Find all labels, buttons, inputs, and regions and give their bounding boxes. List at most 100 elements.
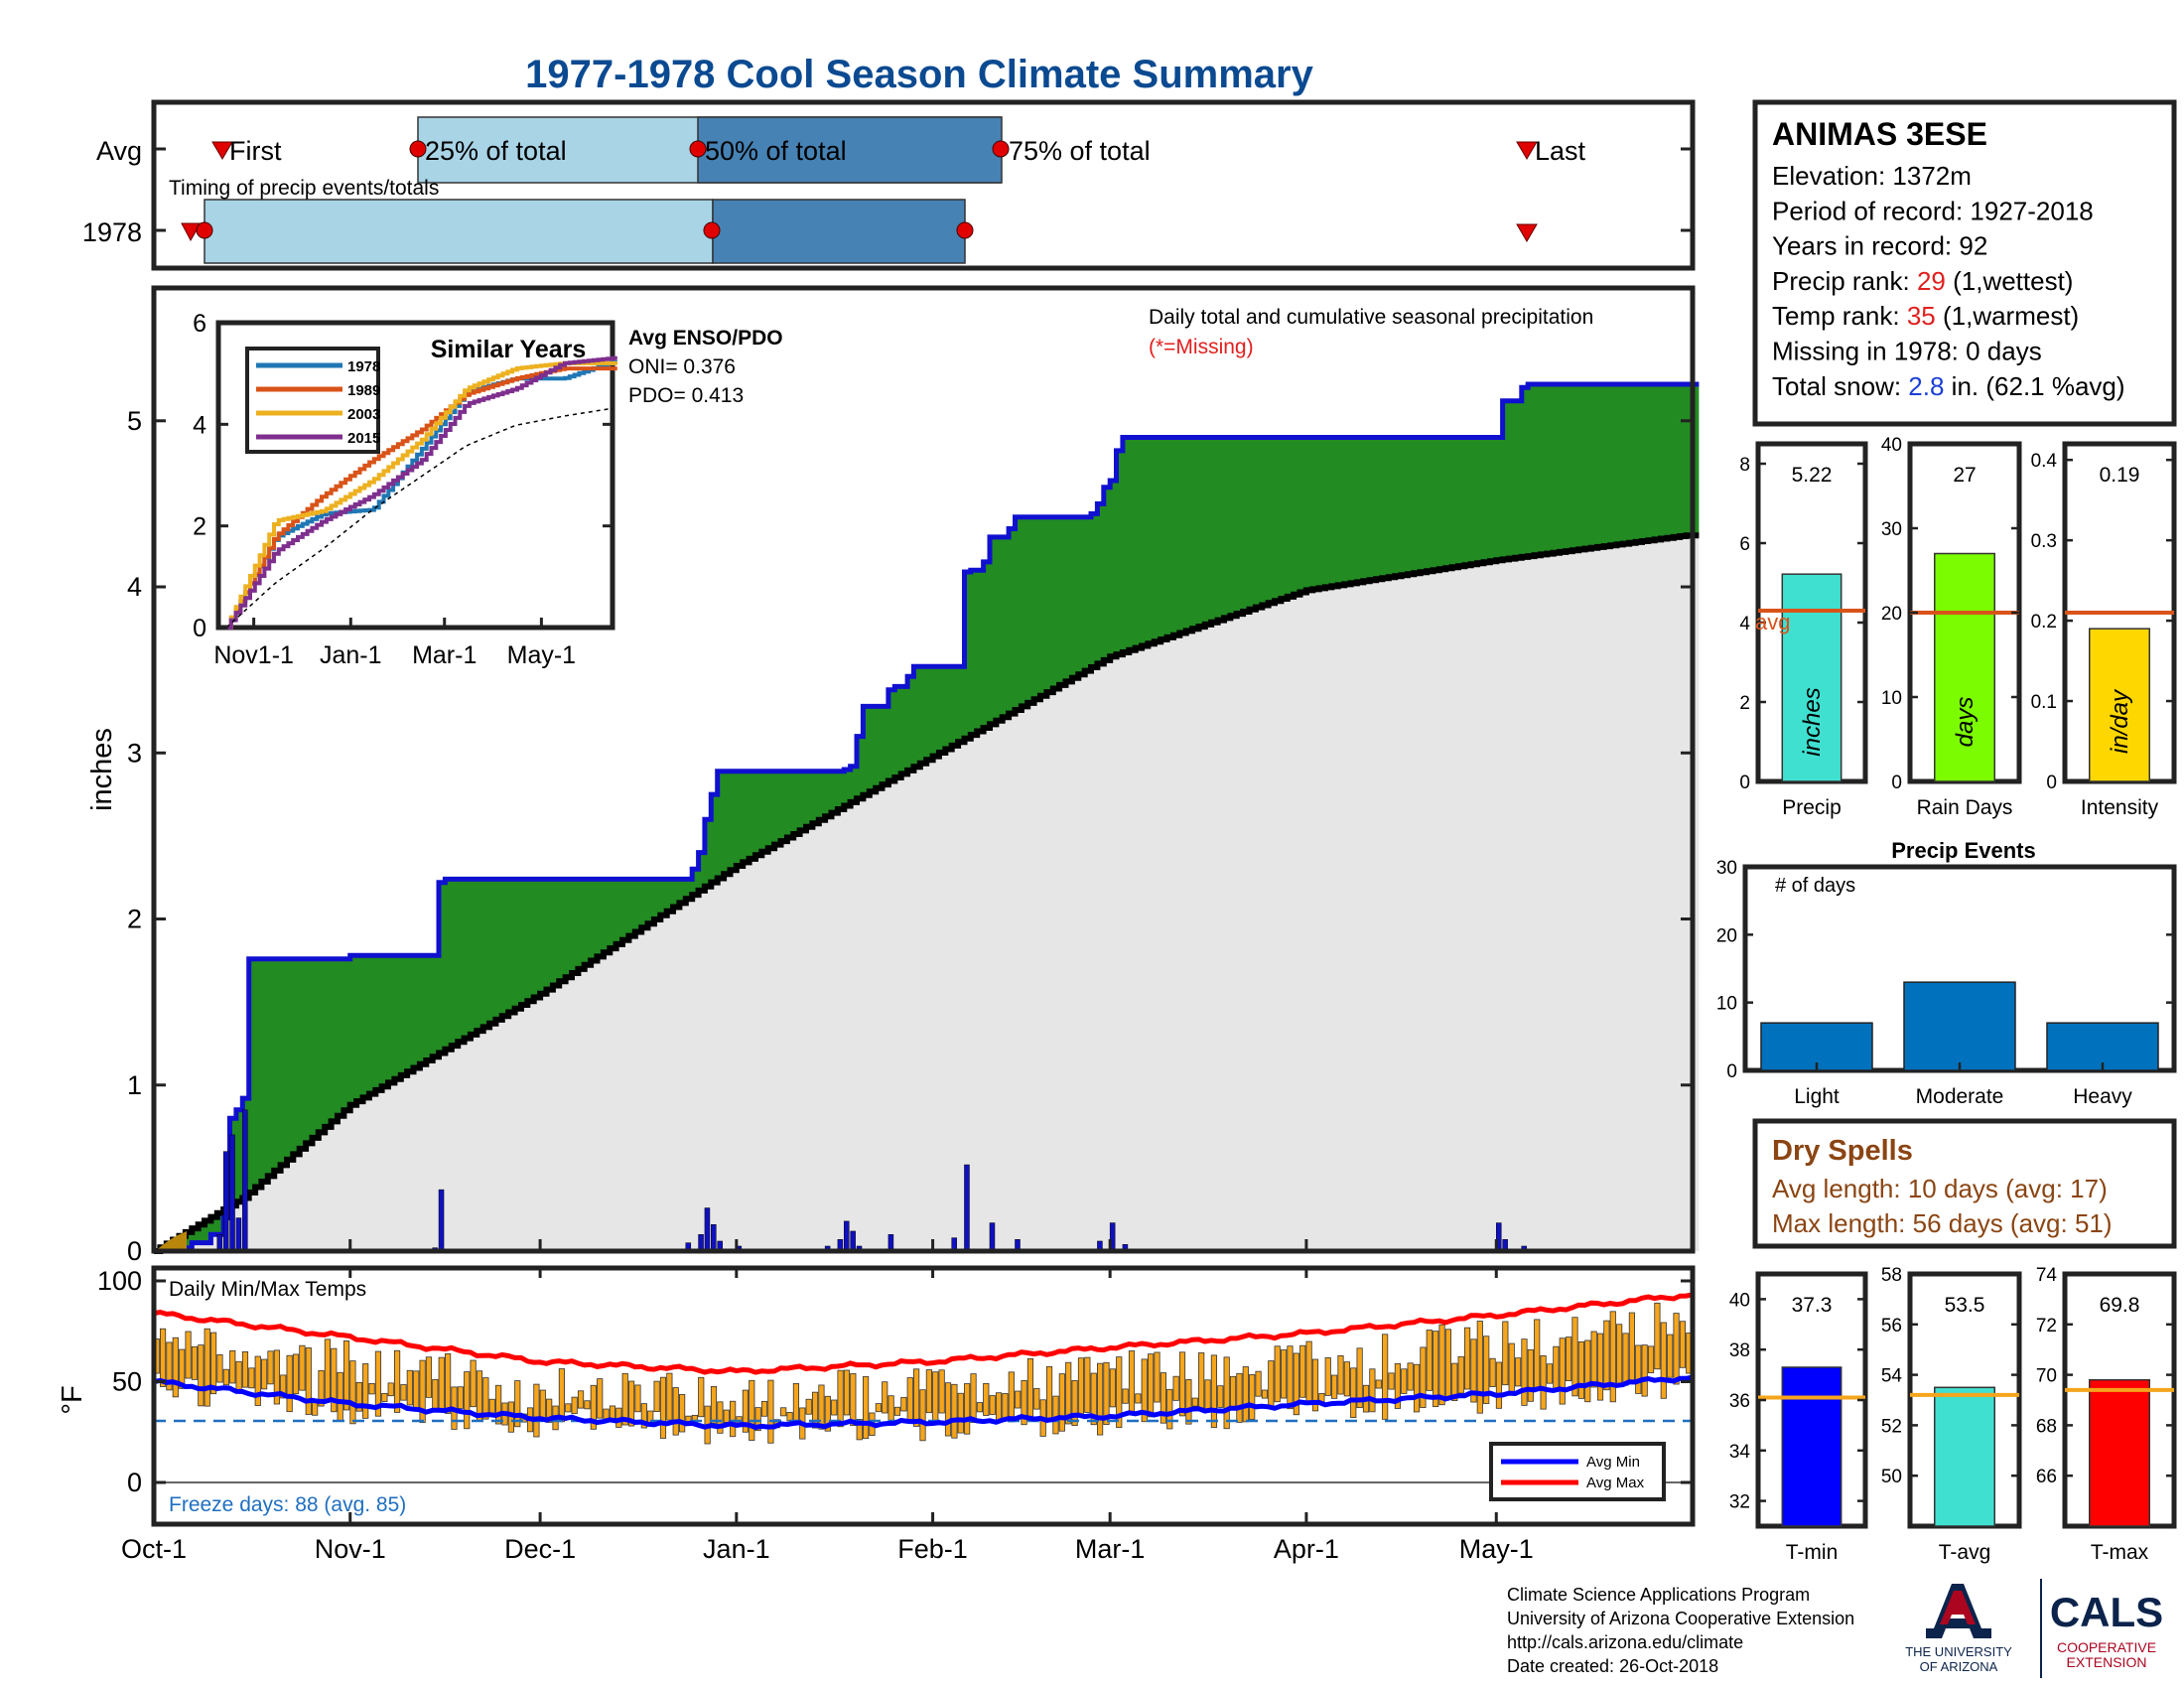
daily-temp-bar (1311, 1358, 1319, 1412)
daily-temp-bar (1268, 1360, 1275, 1407)
daily-temp-bar (191, 1345, 199, 1380)
daily-temp-bar (1514, 1357, 1522, 1387)
daily-temp-bar (976, 1402, 983, 1413)
inset-line-2003 (226, 360, 617, 630)
daily-temp-bar (672, 1387, 679, 1436)
year-75pct-marker (956, 221, 974, 239)
daily-temp-bar (983, 1382, 990, 1416)
daily-precip-bar (235, 1217, 242, 1252)
station-info-line: Total snow: 2.8 in. (62.1 %avg) (1772, 371, 2125, 401)
daily-temp-bar (222, 1368, 229, 1386)
daily-precip-bar (711, 1223, 717, 1252)
daily-temp-bar (1052, 1395, 1059, 1435)
footer-line-1: Climate Science Applications Program (1507, 1585, 1810, 1605)
daily-temp-bar (597, 1378, 604, 1419)
daily-temp-bar (482, 1377, 489, 1420)
freeze-days: Freeze days: 88 (avg. 85) (169, 1493, 406, 1516)
tmax-ytick: 68 (2036, 1416, 2057, 1437)
month-tick-label: Jan-1 (703, 1534, 770, 1564)
events-ytick: 20 (1716, 925, 1737, 946)
daily-temp-bar (1546, 1363, 1554, 1384)
daily-temp-bar (318, 1369, 325, 1407)
intensity-unit: in/day (2107, 688, 2133, 754)
tavg-label: T-avg (1939, 1541, 1991, 1564)
daily-precip-bar (989, 1222, 996, 1252)
pdo-value: PDO= 0.413 (628, 384, 744, 407)
temp-ytick-label: 50 (112, 1367, 142, 1397)
daily-temp-bar (1154, 1351, 1160, 1403)
daily-temp-bar (906, 1377, 913, 1422)
daily-temp-bar (1293, 1352, 1299, 1416)
daily-temp-bar (1229, 1375, 1237, 1408)
daily-temp-bar (989, 1395, 996, 1415)
daily-temp-bar (938, 1369, 945, 1414)
intensity-ytick: 0.3 (2031, 531, 2057, 552)
events-category-label: Heavy (2073, 1085, 2132, 1108)
daily-temp-bar (1191, 1397, 1198, 1407)
daily-temp-bar (1185, 1379, 1192, 1425)
daily-temp-bar (786, 1412, 793, 1422)
daily-temp-bar (754, 1407, 761, 1432)
avg-25pct-marker (409, 140, 427, 158)
daily-temp-bar (1008, 1371, 1015, 1423)
daily-temp-bar (1622, 1333, 1629, 1386)
daily-temp-bar (571, 1396, 578, 1415)
avg-75pct-label: 75% of total (1009, 136, 1151, 166)
daily-temp-bar (1577, 1341, 1584, 1399)
daily-temp-bar (1444, 1329, 1452, 1399)
month-tick-label: Dec-1 (504, 1534, 576, 1564)
inset-ytick-label: 6 (193, 310, 206, 338)
daily-temp-bar (179, 1348, 186, 1389)
precip-value: 5.22 (1792, 464, 1833, 487)
enso-title: Avg ENSO/PDO (628, 327, 783, 350)
daily-temp-bar (837, 1369, 844, 1428)
average-cumulative-line (154, 532, 1700, 1254)
timing-panel: Avg 1978 Timing of precip events/totals … (82, 99, 1696, 271)
daily-temp-bar (856, 1419, 863, 1441)
avg-75pct-marker (992, 140, 1010, 158)
avg-min-line (153, 1374, 1694, 1431)
events-category-label: Moderate (1916, 1085, 2004, 1108)
events-ytick: 0 (1726, 1061, 1737, 1082)
month-tick-label: May-1 (1459, 1534, 1534, 1564)
station-info-line: Missing in 1978: 0 days (1772, 337, 2042, 366)
avg-last-marker (1516, 141, 1538, 160)
daily-temp-bar (1641, 1344, 1648, 1397)
daily-temp-bar (627, 1380, 635, 1427)
inset-xtick-label: May-1 (507, 641, 576, 669)
daily-temp-bar (970, 1373, 977, 1424)
events-bar-moderate (1903, 981, 2016, 1071)
daily-temp-bar (172, 1336, 179, 1398)
intensity-ytick: 0.2 (2031, 612, 2057, 633)
daily-temp-bar (1647, 1345, 1655, 1373)
daily-temp-bar (1673, 1313, 1680, 1385)
station-frame (1752, 99, 2177, 427)
tmax-ytick: 66 (2036, 1467, 2057, 1487)
daily-temp-bar (913, 1368, 920, 1427)
daily-temp-bar (590, 1384, 597, 1430)
events-category-label: Light (1794, 1085, 1840, 1108)
daily-temp-bar (584, 1400, 591, 1410)
daily-temp-bar (1343, 1361, 1350, 1397)
daily-temp-bar (565, 1403, 572, 1413)
inset-xtick-label: Jan-1 (320, 641, 382, 669)
daily-temp-bar (495, 1384, 502, 1425)
daily-temp-bar (1116, 1356, 1123, 1429)
daily-temp-bar (1660, 1322, 1667, 1399)
daily-temp-bar (1463, 1327, 1471, 1390)
ua-name-1: THE UNIVERSITY (1905, 1644, 2012, 1659)
daily-temp-bar (470, 1359, 477, 1408)
inset-line-2015 (226, 355, 617, 630)
footer-line-4: Date created: 26-Oct-2018 (1507, 1656, 1718, 1676)
daily-temp-bar (400, 1384, 407, 1401)
daily-temp-bar (286, 1354, 293, 1413)
daily-temp-bar (1679, 1321, 1687, 1368)
temp-legend (1489, 1442, 1666, 1501)
temp-title: Daily Min/Max Temps (169, 1278, 366, 1301)
daily-temp-bar (1433, 1331, 1439, 1408)
daily-temp-bar (1571, 1317, 1578, 1397)
daily-temp-bar (1476, 1321, 1483, 1414)
ua-a-mark (1926, 1584, 1991, 1638)
